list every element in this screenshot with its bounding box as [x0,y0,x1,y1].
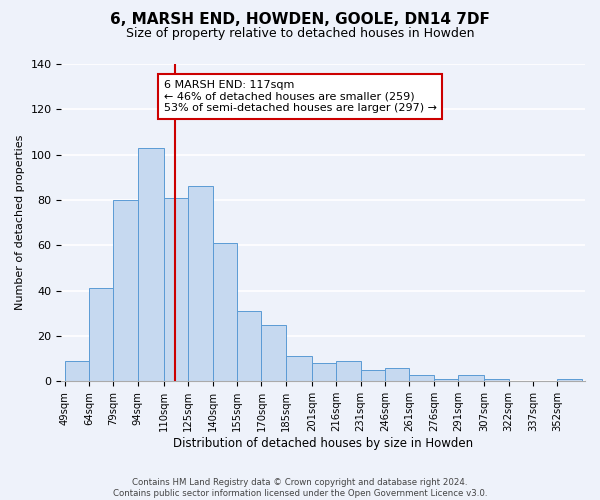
Text: 6 MARSH END: 117sqm
← 46% of detached houses are smaller (259)
53% of semi-detac: 6 MARSH END: 117sqm ← 46% of detached ho… [164,80,437,113]
Bar [312,363,336,382]
Bar [385,368,409,382]
Bar [138,148,164,382]
Bar [557,379,582,382]
Bar [458,374,484,382]
Bar [336,361,361,382]
Bar [164,198,188,382]
Text: Contains HM Land Registry data © Crown copyright and database right 2024.
Contai: Contains HM Land Registry data © Crown c… [113,478,487,498]
Bar [89,288,113,382]
X-axis label: Distribution of detached houses by size in Howden: Distribution of detached houses by size … [173,437,473,450]
Bar [262,324,286,382]
Y-axis label: Number of detached properties: Number of detached properties [15,135,25,310]
Bar [113,200,138,382]
Bar [361,370,385,382]
Text: Size of property relative to detached houses in Howden: Size of property relative to detached ho… [126,28,474,40]
Bar [434,379,458,382]
Bar [65,361,89,382]
Bar [212,243,237,382]
Bar [409,374,434,382]
Bar [237,311,262,382]
Bar [188,186,212,382]
Text: 6, MARSH END, HOWDEN, GOOLE, DN14 7DF: 6, MARSH END, HOWDEN, GOOLE, DN14 7DF [110,12,490,28]
Bar [484,379,509,382]
Bar [286,356,312,382]
